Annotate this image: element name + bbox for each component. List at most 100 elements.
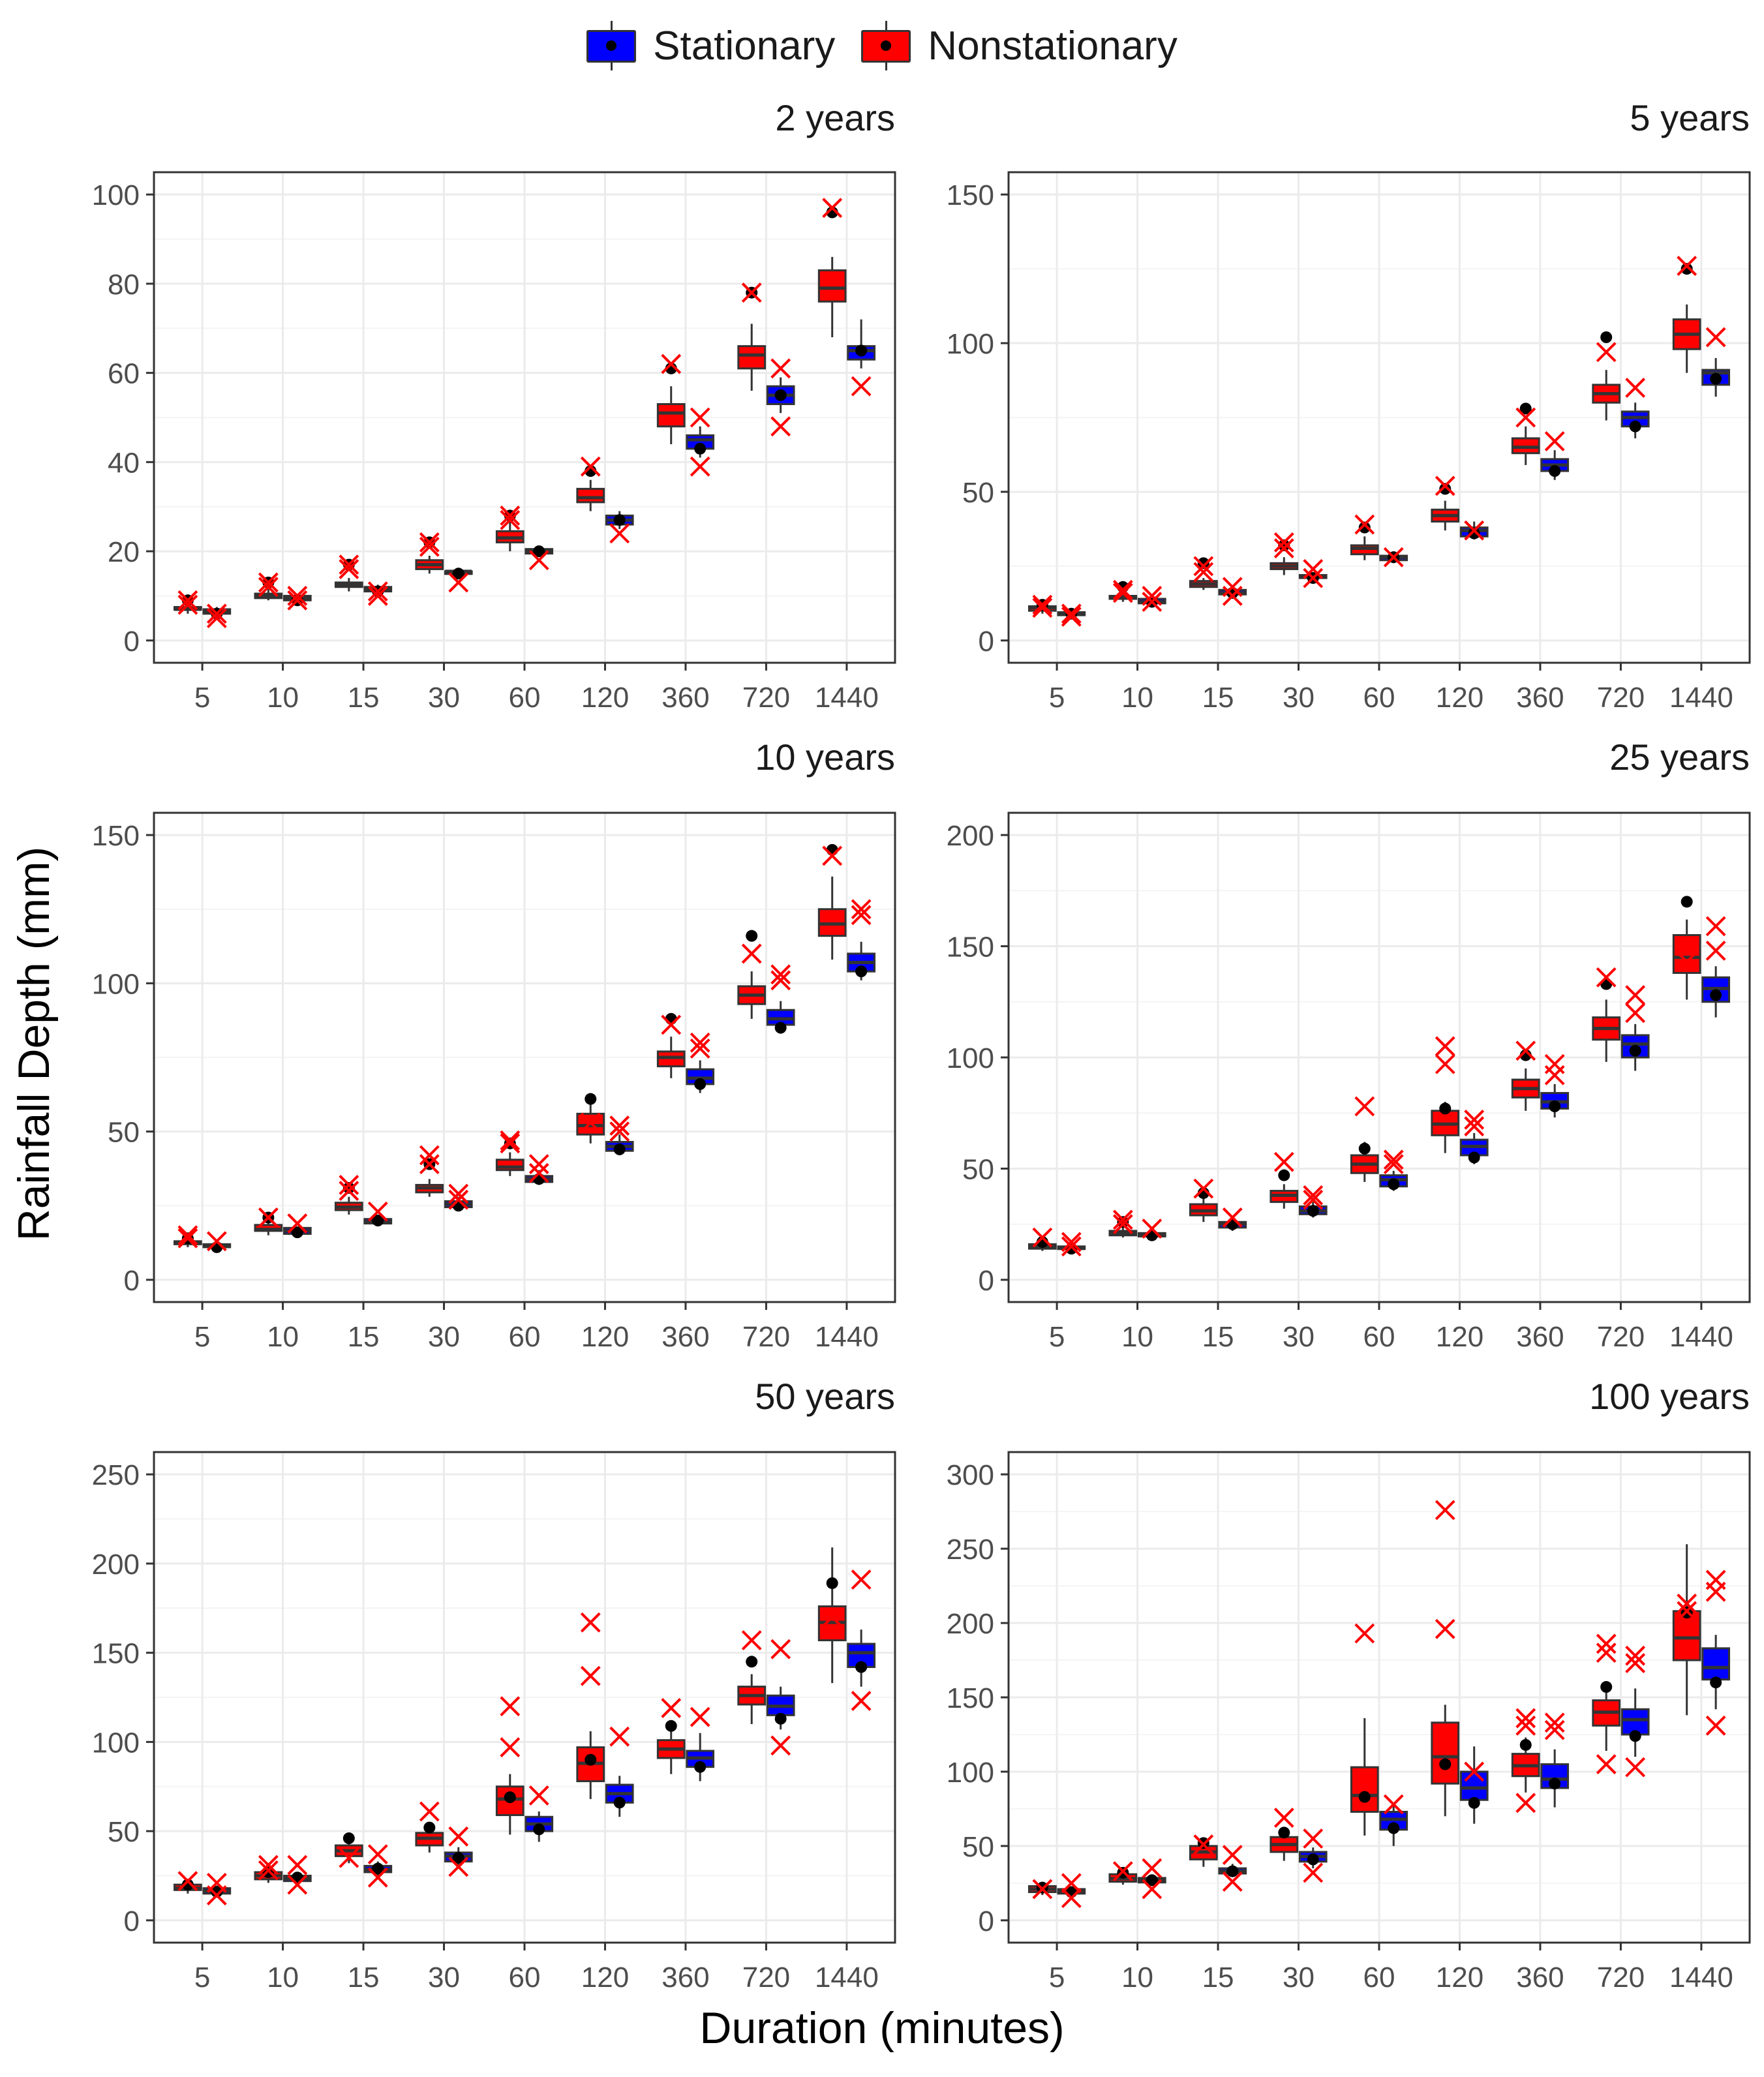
cross-marker [1142,1858,1163,1879]
cross-stroke [1061,606,1082,627]
cross-marker [580,1112,601,1133]
cross-marker [1193,562,1214,583]
cross-stroke [1032,1227,1053,1248]
cross-stroke [1193,1178,1214,1199]
box-nonstationary [656,402,686,428]
cross-stroke [1222,1207,1243,1228]
cross-stroke [1112,583,1133,603]
y-tick-label: 100 [92,179,140,211]
cross-marker [1677,1601,1697,1622]
cross-stroke [419,1145,440,1166]
x-tick-label: 360 [1516,1962,1564,1994]
x-tick-label: 15 [1202,682,1234,714]
x-tick-label: 120 [581,1321,629,1353]
observed-point [1226,1865,1239,1877]
cross-stroke [1112,1214,1133,1235]
cross-stroke [448,1189,469,1210]
cross-stroke [1435,1054,1455,1074]
observed-point [1307,1853,1319,1866]
cross-stroke [206,1231,227,1252]
cross-stroke [448,572,469,593]
y-tick-label: 100 [92,1727,140,1759]
cross-marker [367,581,388,602]
observed-point [1388,1822,1400,1834]
cross-stroke [1515,1040,1536,1061]
cross-stroke [287,586,308,606]
cross-stroke [822,198,843,219]
y-tick-label: 50 [962,477,994,509]
cross-stroke [690,456,710,477]
cross-marker [1435,1036,1455,1057]
cross-marker [206,1231,227,1252]
cross-marker [609,1115,630,1136]
cross-marker [1303,559,1324,579]
cross-marker [822,1607,843,1628]
x-axis-title: Duration (minutes) [699,2003,1065,2053]
x-tick-label: 10 [1121,1962,1153,1994]
observed-point [533,545,545,558]
cross-marker [770,964,791,985]
x-tick-label: 60 [509,1321,541,1353]
cross-stroke [419,1801,440,1822]
cross-stroke [1515,1715,1536,1736]
cross-marker [770,416,791,437]
cross-marker [1677,1594,1697,1614]
cross-stroke [177,594,198,615]
cross-marker [258,1860,279,1881]
cross-marker [287,590,308,611]
y-tick-label: 300 [947,1459,994,1491]
cross-marker [1061,1236,1082,1257]
cross-marker [1061,1888,1082,1909]
cross-stroke [448,1826,469,1847]
cross-stroke [1544,1712,1565,1733]
x-tick-label: 360 [662,682,709,714]
cross-stroke [1677,1594,1697,1614]
cross-stroke [609,1115,630,1136]
cross-marker [287,1855,308,1875]
cross-marker [1222,1872,1243,1892]
observed-point [1710,1676,1722,1689]
x-tick-label: 5 [194,1321,210,1353]
cross-marker [1596,1633,1617,1654]
cross-stroke [1193,556,1214,577]
box-nonstationary [1672,1610,1701,1661]
cross-marker [609,523,630,544]
cross-marker [851,1569,872,1590]
observed-point [774,1712,787,1725]
cross-stroke [741,943,762,964]
observed-point [1710,372,1722,385]
cross-stroke [258,1207,279,1228]
cross-stroke [661,354,682,374]
cross-stroke [177,1228,198,1249]
cross-stroke [1544,431,1565,451]
observed-point [613,514,626,526]
cross-stroke [1112,579,1133,600]
cross-stroke [770,416,791,437]
cross-marker [1464,520,1485,541]
x-tick-label: 15 [1202,1321,1234,1353]
cross-stroke [367,1201,388,1222]
cross-marker [339,559,359,579]
cross-stroke [1142,1219,1163,1239]
panel-title: 100 years [1589,1376,1750,1417]
x-tick-label: 360 [1516,1321,1564,1353]
y-tick-label: 250 [947,1534,994,1566]
cross-marker [851,1691,872,1711]
observed-point [774,1022,787,1034]
observed-point [372,1215,384,1226]
x-tick-label: 120 [1436,1321,1483,1353]
cross-marker [419,536,440,557]
cross-stroke [851,899,872,920]
x-tick-label: 15 [348,1962,380,1994]
cross-marker [1273,1151,1294,1172]
observed-point [1307,1205,1319,1217]
cross-marker [419,1145,440,1166]
cross-stroke [500,1130,521,1151]
x-tick-label: 5 [1049,1962,1065,1994]
cross-marker [1142,586,1163,606]
cross-marker [258,1207,279,1228]
cross-stroke [1273,538,1294,558]
x-tick-label: 720 [1597,1321,1645,1353]
cross-marker [1222,1845,1243,1865]
cross-marker [741,282,762,303]
